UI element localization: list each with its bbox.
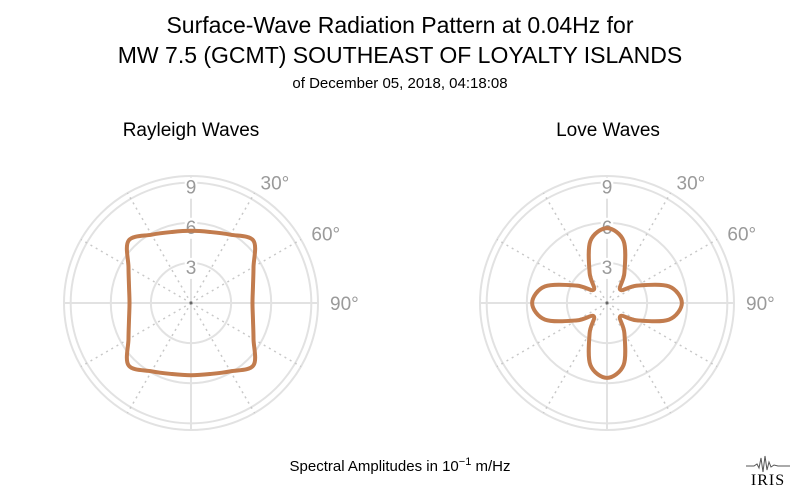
rayleigh-waves-r-tick-6: 6: [186, 218, 197, 239]
rayleigh-waves-r-tick-bg-6: [184, 217, 198, 239]
rayleigh-waves-spoke-30: [190, 192, 256, 304]
rayleigh-waves-angle-tick-30: 30°: [261, 174, 290, 195]
seismogram-icon: [746, 455, 790, 473]
iris-logo-text: IRIS: [750, 472, 786, 489]
love-waves-angle-tick-30: 30°: [677, 174, 706, 195]
love-waves-r-tick-3: 3: [602, 258, 613, 279]
rayleigh-waves-angle-tick-90: 90°: [330, 294, 359, 315]
rayleigh-waves-r-tick-9: 9: [186, 178, 197, 199]
chart-subtitle: of December 05, 2018, 04:18:08: [292, 75, 508, 92]
rayleigh-panel-title: Rayleigh Waves: [122, 120, 260, 141]
love-waves-r-tick-bg-9: [600, 177, 614, 199]
caption-prefix: Spectral Amplitudes in 10: [289, 458, 459, 475]
rayleigh-waves-spoke-240: [80, 302, 192, 368]
love-waves-center-point: [605, 301, 609, 305]
rayleigh-waves-r-tick-bg-3: [184, 257, 198, 279]
rayleigh-waves-spoke-300: [80, 238, 192, 304]
rayleigh-waves-r-tick-3: 3: [186, 258, 197, 279]
love-panel-title: Love Waves: [556, 120, 660, 141]
rayleigh-waves-spoke-210: [126, 302, 192, 414]
love-waves-r-tick-9: 9: [602, 178, 613, 199]
rayleigh-waves-spoke-330: [126, 192, 192, 304]
chart-title-line-2: MW 7.5 (GCMT) SOUTHEAST OF LOYALTY ISLAN…: [117, 42, 683, 68]
rayleigh-waves-center-point: [189, 301, 193, 305]
love-waves-r-tick-bg-3: [600, 257, 614, 279]
chart-title-line-1: Surface-Wave Radiation Pattern at 0.04Hz…: [166, 12, 634, 38]
rayleigh-waves-spoke-120: [190, 302, 302, 368]
caption-unit: m/Hz: [475, 458, 511, 475]
love-waves-radiation-pattern-line: [530, 226, 684, 380]
rayleigh-waves-spoke-150: [190, 302, 256, 414]
rayleigh-waves-r-tick-bg-9: [184, 177, 198, 199]
love-waves-angle-tick-60: 60°: [727, 225, 756, 246]
iris-logo: IRIS: [744, 454, 792, 490]
rayleigh-waves-angle-tick-60: 60°: [311, 225, 340, 246]
amplitude-units-caption: Spectral Amplitudes in 10−1 m/Hz: [0, 456, 800, 475]
rayleigh-waves-radiation-pattern-line: [124, 228, 258, 378]
rayleigh-waves-spoke-60: [190, 238, 302, 304]
caption-exponent: −1: [458, 456, 472, 468]
love-waves-angle-tick-90: 90°: [746, 294, 775, 315]
